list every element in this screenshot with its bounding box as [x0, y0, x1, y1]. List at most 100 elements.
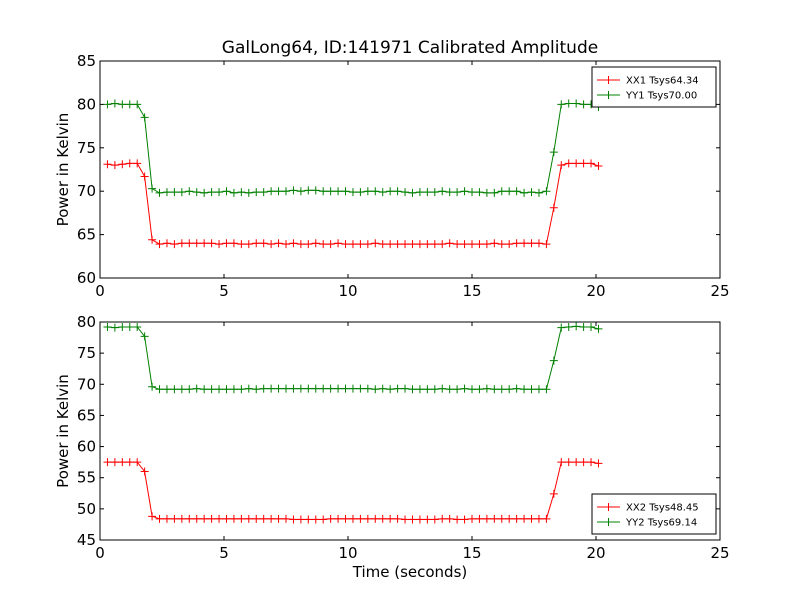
data-point [512, 384, 521, 393]
data-point [356, 514, 365, 523]
data-point [282, 187, 290, 196]
data-point [229, 514, 238, 523]
data-point [512, 239, 521, 248]
data-point [460, 515, 469, 524]
data-point [520, 385, 529, 394]
axes-frame [99, 60, 721, 279]
data-point [415, 385, 424, 394]
data-point [468, 188, 476, 197]
data-point [237, 385, 246, 394]
data-point [155, 188, 164, 197]
data-point [185, 385, 194, 394]
data-point [185, 239, 194, 248]
data-point [579, 100, 588, 109]
data-point [177, 385, 186, 394]
data-point [110, 99, 119, 108]
data-point [430, 385, 439, 394]
legend-marker [604, 503, 613, 511]
data-point [192, 239, 201, 248]
data-point [378, 188, 387, 197]
data-point [564, 322, 573, 331]
data-point [453, 385, 462, 394]
data-point [259, 514, 268, 523]
y-tick-label: 55 [77, 469, 96, 487]
legend-marker [604, 518, 613, 526]
data-point [475, 188, 484, 197]
data-point [572, 458, 581, 467]
data-point [438, 187, 447, 196]
data-point [564, 159, 573, 168]
y-tick-label: 60 [77, 269, 96, 287]
data-point [542, 187, 551, 196]
data-point [393, 240, 402, 249]
data-point [267, 240, 276, 249]
data-point [393, 187, 402, 196]
data-point [408, 188, 417, 197]
data-point [200, 385, 209, 394]
data-point [319, 240, 328, 249]
data-point [215, 240, 224, 249]
data-point [557, 100, 566, 109]
data-point [468, 385, 476, 394]
y-tick-label: 60 [77, 438, 96, 456]
data-point [103, 100, 112, 109]
x-tick-label: 5 [219, 282, 229, 300]
data-point [200, 514, 209, 523]
data-point [200, 188, 209, 197]
data-point [445, 514, 454, 523]
data-point [282, 514, 290, 523]
data-point [334, 239, 343, 248]
legend-label: XX2 Tsys48.45 [626, 503, 699, 514]
data-point [118, 100, 127, 109]
data-point [259, 239, 268, 248]
legend-label: XX1 Tsys64.34 [626, 76, 699, 87]
data-point [148, 382, 157, 391]
x-tick-label: 0 [95, 282, 105, 300]
data-point [215, 188, 224, 197]
data-point [438, 240, 447, 249]
data-point [415, 188, 424, 197]
data-point [326, 187, 335, 196]
data-point [430, 188, 439, 197]
data-point [282, 240, 290, 249]
data-point [110, 161, 119, 170]
data-point [401, 240, 410, 249]
data-point [542, 240, 551, 249]
y-tick-label: 70 [77, 375, 96, 393]
data-point [110, 458, 119, 467]
legend-box [591, 66, 717, 108]
data-point [289, 186, 298, 195]
data-point [371, 239, 380, 248]
data-point [505, 187, 514, 196]
data-point [259, 188, 268, 197]
data-point [304, 384, 313, 393]
data-point [445, 188, 454, 197]
data-point [148, 235, 157, 244]
data-point [222, 514, 231, 523]
data-point [482, 514, 491, 523]
data-point [438, 514, 447, 523]
data-point [423, 515, 432, 524]
y-tick-label: 80 [77, 313, 96, 331]
data-point [401, 188, 410, 197]
data-point [356, 240, 365, 249]
data-point [274, 514, 283, 523]
data-point [267, 187, 276, 196]
data-point [304, 240, 313, 249]
data-point [162, 514, 171, 523]
data-point [274, 384, 283, 393]
data-point [133, 322, 142, 331]
data-point [468, 240, 476, 249]
x-tick-label: 10 [338, 282, 357, 300]
y-tick-label: 85 [77, 52, 96, 70]
data-point [512, 187, 521, 196]
data-point [237, 514, 246, 523]
data-point [356, 384, 365, 393]
data-point [587, 458, 596, 467]
data-point [192, 188, 201, 197]
legend-label: YY1 Tsys70.00 [625, 91, 697, 102]
legend: XX2 Tsys48.45 YY2 Tsys69.14 [591, 493, 717, 535]
data-point [348, 384, 357, 393]
data-point [319, 384, 328, 393]
data-point [170, 240, 179, 249]
